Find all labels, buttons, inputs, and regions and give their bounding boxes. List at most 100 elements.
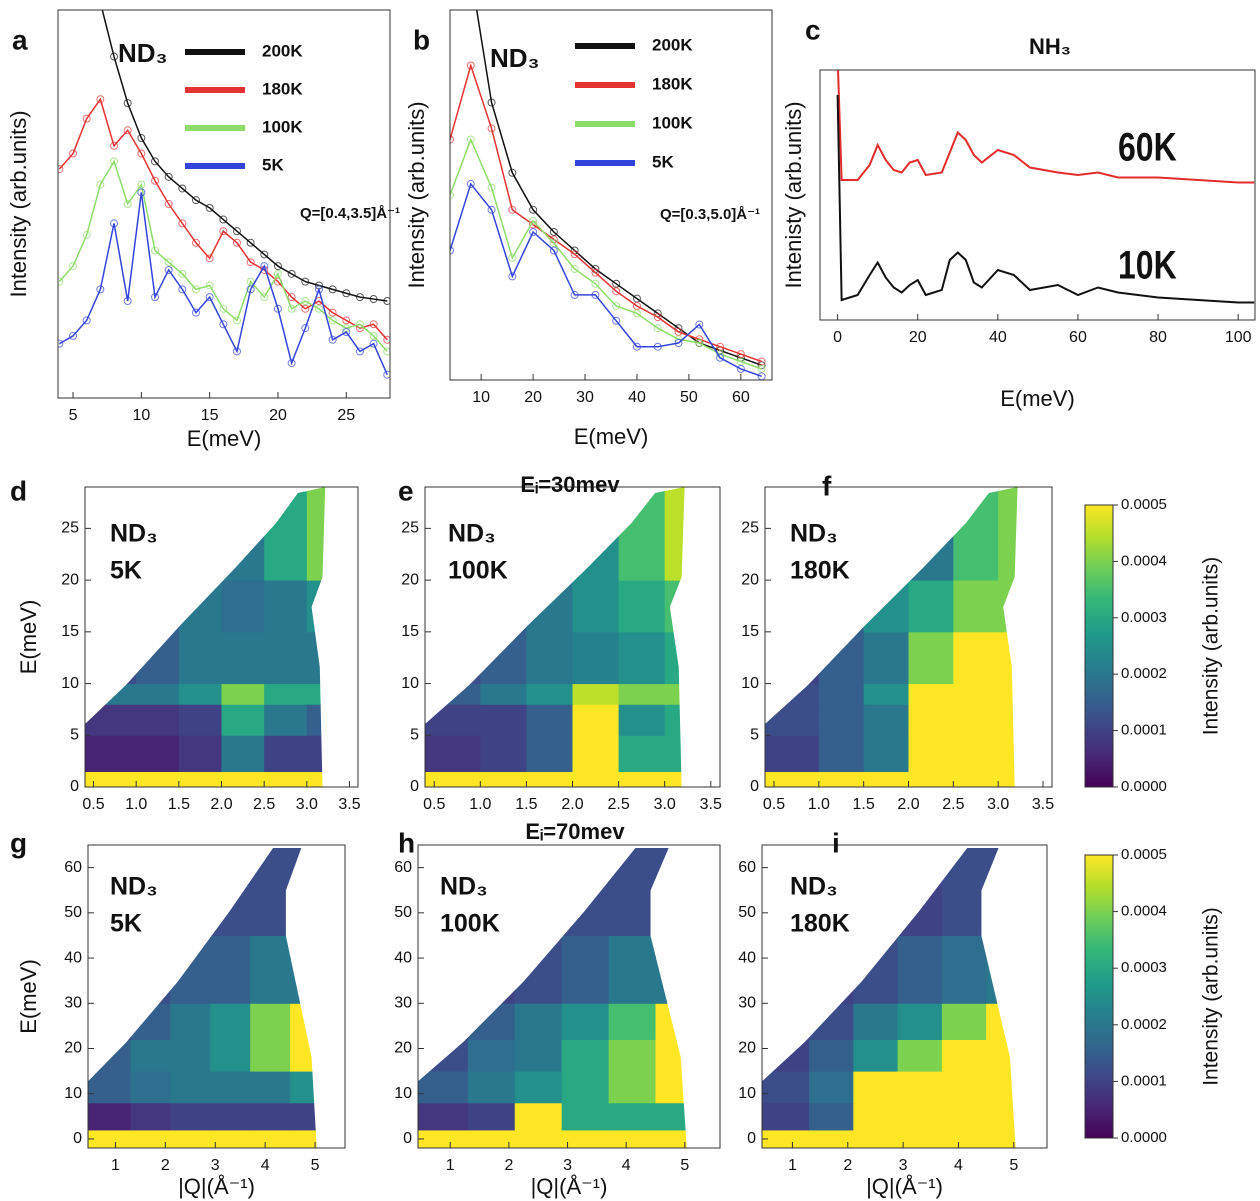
heat-cell — [762, 1071, 810, 1104]
heat-cell — [941, 1129, 987, 1148]
annotation: 5K — [110, 910, 142, 938]
heat-cell — [998, 580, 1018, 633]
heat-cell — [221, 580, 265, 633]
data-point — [273, 262, 282, 271]
heat-cell — [88, 1071, 131, 1104]
data-point — [97, 0, 104, 6]
legend-label: 200K — [652, 35, 693, 54]
colorbar — [1084, 504, 1114, 788]
annotation: Q=[0.4,3.5]Å⁻¹ — [300, 205, 400, 222]
data-point — [151, 293, 160, 302]
data-point — [450, 135, 454, 144]
heat-cell — [136, 735, 180, 772]
data-point — [164, 258, 173, 267]
panel-label: b — [413, 24, 430, 55]
y-tick-label: 0 — [410, 778, 419, 795]
heat-cell — [514, 1039, 563, 1072]
data-point — [487, 183, 496, 192]
heat-cell — [210, 1071, 251, 1104]
data-point — [287, 359, 296, 368]
panel: 60K 10K 0 20 40 60 80 100 E(meV) Intenisty (arb.u… — [781, 14, 1256, 411]
y-tick-label: 60 — [64, 859, 82, 876]
heat-cell — [178, 631, 222, 685]
data-point — [570, 265, 579, 273]
panel-label: e — [398, 475, 414, 506]
data-point — [137, 149, 146, 158]
series-line — [58, 192, 388, 376]
y-tick-label: 60 — [738, 859, 756, 876]
x-tick-label: 3 — [211, 1157, 220, 1174]
colorbar-tick-label: 0.0002 — [1121, 665, 1167, 682]
heat-cell — [941, 1003, 987, 1040]
y-tick-label: 10 — [61, 675, 79, 692]
colorbar-tick-label: 0.0004 — [1121, 552, 1167, 569]
heat-cell — [664, 704, 685, 736]
heat-cell — [290, 1071, 317, 1104]
heat-cell — [809, 935, 854, 1004]
data-point — [205, 281, 214, 290]
heat-cell — [655, 1102, 687, 1131]
panel-title: NH₃ — [1029, 34, 1071, 59]
heat-cell — [608, 1039, 656, 1072]
heat-cell — [418, 1102, 469, 1131]
series-line — [837, 70, 1255, 184]
heat-cell — [863, 735, 909, 772]
heat-cell — [908, 683, 954, 705]
annotation: ND₃ — [448, 520, 496, 548]
data-point — [246, 238, 255, 247]
data-point — [191, 238, 200, 247]
x-tick-label: 1.5 — [853, 796, 875, 813]
data-point — [508, 253, 517, 262]
heat-cell — [88, 1003, 131, 1040]
data-point — [314, 285, 323, 294]
heat-cell — [210, 1039, 251, 1072]
heat-cell — [418, 1071, 469, 1104]
heat-cell — [941, 1071, 987, 1104]
panel-label: g — [10, 827, 27, 858]
heat-cell — [762, 1039, 810, 1072]
data-point — [191, 308, 200, 317]
y-tick-label: 25 — [741, 520, 759, 537]
heat-cell — [425, 683, 481, 705]
heat-cell — [250, 1071, 291, 1104]
x-axis-label: E(meV) — [574, 424, 649, 449]
data-point — [301, 324, 310, 333]
x-tick-label: 3.5 — [1032, 796, 1054, 813]
heat-cell — [85, 580, 137, 633]
heat-cell — [290, 848, 317, 936]
y-tick-label: 5 — [70, 726, 79, 743]
data-point — [355, 347, 364, 356]
data-point — [328, 285, 337, 294]
x-tick-label: 3.0 — [296, 796, 318, 813]
heat-cell — [853, 935, 899, 1004]
heat-cell — [664, 631, 685, 685]
panel: 0.5 1.0 1.5 2.0 2.5 3.0 3.5 0 5 10 15 20 25 f ND₃ 180K 0… — [741, 470, 1222, 813]
heat-cell — [170, 1071, 211, 1104]
heat-cell — [178, 487, 222, 581]
heat-cell — [250, 1039, 291, 1072]
heat-cell — [897, 1102, 943, 1131]
data-point — [260, 293, 269, 302]
heat-cell — [762, 1102, 810, 1131]
data-point — [164, 265, 173, 274]
legend-label: 100K — [262, 117, 303, 136]
colorbar-tick-label: 0.0003 — [1121, 959, 1167, 976]
heat-cell — [514, 1003, 563, 1040]
heat-cell — [572, 631, 620, 685]
data-point — [342, 328, 351, 337]
y-tick-label: 50 — [394, 904, 412, 921]
data-point — [466, 135, 475, 144]
heat-cell — [608, 935, 656, 1004]
data-point — [632, 309, 641, 318]
x-tick-label: 1.0 — [125, 796, 147, 813]
heat-cell — [618, 735, 666, 772]
data-point — [383, 370, 390, 379]
heat-cell — [953, 683, 999, 705]
heat-cell — [664, 580, 685, 633]
heat-cell — [514, 935, 563, 1004]
heat-cell — [306, 580, 326, 633]
panel-title: Eᵢ=70mev — [525, 819, 625, 844]
data-point — [219, 215, 228, 224]
heat-cell — [221, 735, 265, 772]
heat-cell — [85, 771, 137, 787]
